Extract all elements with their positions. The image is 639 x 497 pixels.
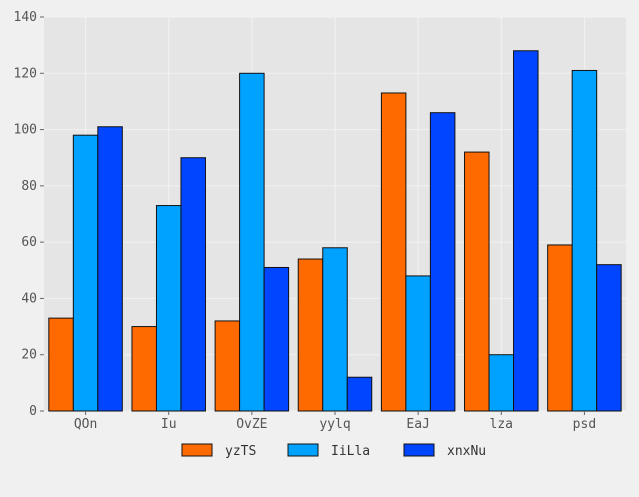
x-tick-label: QOn	[74, 417, 97, 432]
y-tick-label: 140	[14, 10, 37, 25]
bar	[131, 326, 157, 412]
x-tick-label: psd	[573, 417, 596, 432]
y-tick-label: 20	[21, 348, 37, 363]
bar	[488, 354, 515, 412]
legend-label: IiLla	[331, 444, 370, 459]
legend-label: yzTS	[225, 444, 256, 459]
bar	[513, 50, 539, 412]
x-tick-label: Iu	[161, 417, 177, 432]
y-tick-label: 100	[14, 123, 37, 138]
legend-swatch	[287, 443, 319, 457]
bar	[346, 376, 373, 412]
y-tick-label: 0	[29, 404, 37, 419]
bar	[263, 266, 290, 412]
y-tick-label: 80	[21, 179, 37, 194]
legend-label: xnxNu	[447, 444, 486, 459]
bars	[48, 50, 622, 412]
legend-swatch	[181, 443, 213, 457]
legend: yzTS IiLla xnxNu	[181, 443, 486, 459]
x-tick-label: EaJ	[406, 417, 429, 432]
bar	[180, 157, 206, 412]
bar	[596, 264, 622, 412]
bar	[571, 69, 598, 412]
bar	[547, 244, 573, 412]
legend-swatch	[403, 443, 435, 457]
x-tick-label: lza	[490, 417, 513, 432]
x-axis-ticks: QOn Iu OvZE yylq EaJ lza psd	[74, 411, 596, 432]
bar	[214, 320, 241, 412]
y-tick-label: 120	[14, 66, 37, 81]
y-tick-label: 40	[21, 291, 37, 306]
bar	[405, 275, 431, 412]
x-tick-label: OvZE	[236, 417, 267, 432]
x-tick-label: yylq	[319, 417, 350, 432]
bar	[97, 126, 123, 412]
bar	[72, 134, 99, 412]
bar	[380, 92, 407, 412]
bar	[297, 258, 324, 412]
bar	[155, 205, 182, 412]
bar	[464, 151, 490, 412]
bar	[239, 72, 265, 412]
bar	[48, 317, 74, 412]
bar	[322, 247, 348, 412]
bar	[429, 112, 456, 412]
y-tick-label: 60	[21, 235, 37, 250]
y-axis-ticks: 0 20 40 60 80 100 120 140	[14, 10, 44, 419]
